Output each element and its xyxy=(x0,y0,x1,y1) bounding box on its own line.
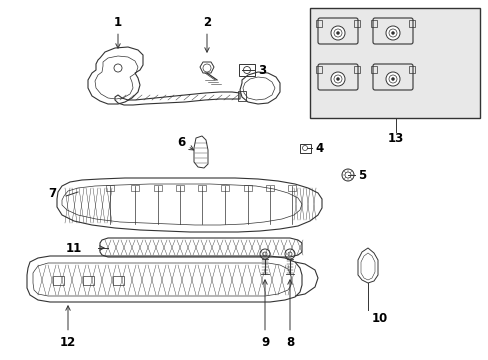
Circle shape xyxy=(336,77,339,81)
Circle shape xyxy=(385,26,399,40)
FancyBboxPatch shape xyxy=(309,8,479,118)
Text: 10: 10 xyxy=(371,311,387,324)
Text: 13: 13 xyxy=(387,131,403,144)
Text: 12: 12 xyxy=(60,306,76,348)
Text: 11: 11 xyxy=(65,242,82,255)
Circle shape xyxy=(330,26,345,40)
Circle shape xyxy=(336,32,339,35)
Circle shape xyxy=(385,72,399,86)
Text: 4: 4 xyxy=(314,141,323,154)
Text: 6: 6 xyxy=(176,135,193,150)
Text: 8: 8 xyxy=(285,280,293,348)
Circle shape xyxy=(391,77,394,81)
Circle shape xyxy=(330,72,345,86)
Text: 5: 5 xyxy=(357,168,366,181)
Text: 2: 2 xyxy=(203,15,211,52)
Text: 1: 1 xyxy=(114,15,122,48)
Text: 3: 3 xyxy=(258,63,265,77)
Text: 7: 7 xyxy=(48,186,56,199)
Text: 9: 9 xyxy=(260,280,268,348)
Circle shape xyxy=(391,32,394,35)
